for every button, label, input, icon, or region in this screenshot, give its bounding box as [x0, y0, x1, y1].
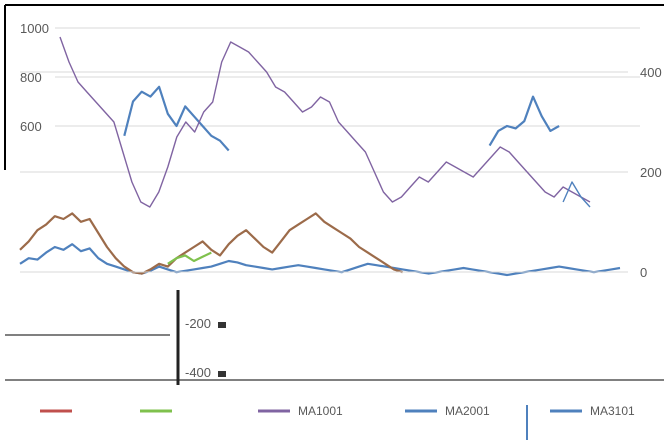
chart1-y-tick-label: 800	[20, 70, 42, 85]
chart1-series-line-blue	[123, 85, 230, 152]
chart2-y-tick-label-right: 200	[640, 165, 662, 180]
chart2-series-line-blue	[562, 181, 591, 208]
chart2-tick-mark	[218, 322, 226, 328]
chart1-series-line-green	[167, 251, 212, 265]
chart1-series-line-blue	[19, 243, 621, 277]
chart2-y-tick-label-right: 400	[640, 65, 662, 80]
chart2-tick-mark	[218, 371, 226, 377]
chart2-y-tick-label-left: -200	[185, 316, 211, 331]
chart2-series-line-purple	[59, 36, 591, 208]
chart1-series-line-blue	[488, 95, 560, 147]
legend-label-3: MA2001	[445, 404, 490, 418]
chart1-y-tick-label: 600	[20, 119, 42, 134]
chart2-y-tick-label-left: -400	[185, 365, 211, 380]
legend-label-2: MA1001	[298, 404, 343, 418]
legend-label-4: MA3101	[590, 404, 635, 418]
chart1-y-tick-label: 1000	[20, 21, 49, 36]
chart1-series-line-brown	[19, 212, 403, 275]
chart2-y-tick-label-right: 0	[640, 265, 647, 280]
